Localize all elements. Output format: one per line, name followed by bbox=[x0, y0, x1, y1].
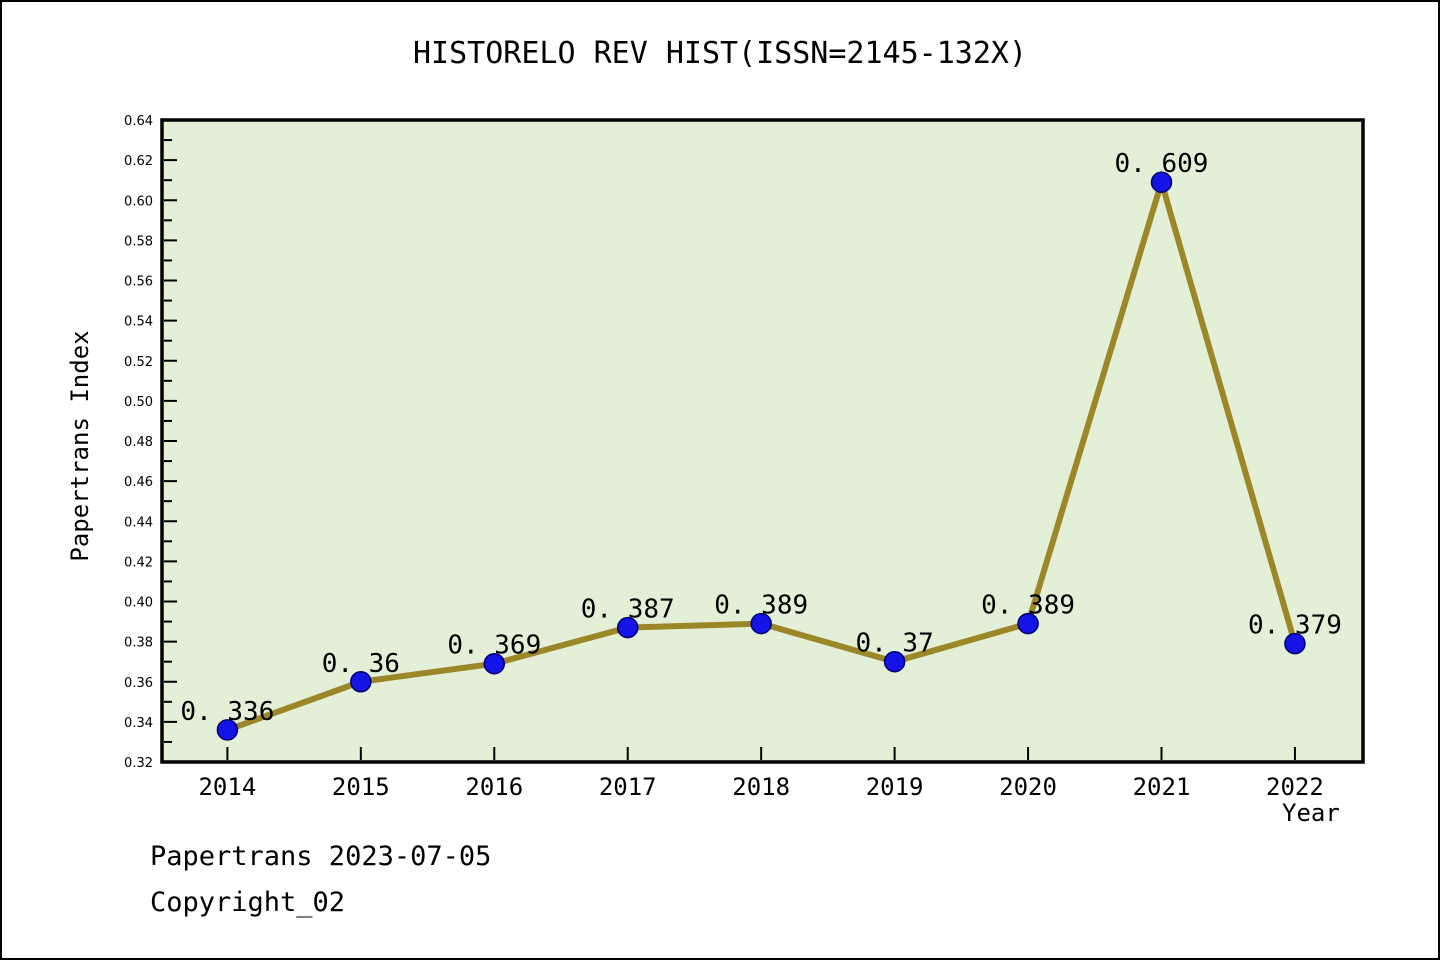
data-point-marker bbox=[350, 671, 372, 693]
x-tick-label: 2018 bbox=[732, 773, 790, 801]
data-point-marker bbox=[1284, 632, 1306, 655]
data-point-marker bbox=[216, 719, 239, 741]
data-point-label: 0. 389 bbox=[981, 591, 1075, 621]
x-tick-label: 2021 bbox=[1133, 773, 1191, 801]
x-tick-label: 2022 bbox=[1266, 773, 1324, 801]
y-tick-label: 0.60 bbox=[124, 194, 153, 209]
watermark-date: Papertrans 2023-07-05 bbox=[150, 841, 492, 872]
data-point-label: 0. 389 bbox=[714, 591, 808, 621]
data-point-marker bbox=[483, 652, 506, 675]
data-point-label: 0. 387 bbox=[581, 595, 675, 625]
data-point-marker bbox=[883, 650, 906, 673]
chart-title: HISTORELO REV HIST(ISSN=2145-132X) bbox=[412, 36, 1028, 71]
y-tick-label: 0.56 bbox=[124, 275, 153, 290]
data-point-label: 0. 336 bbox=[180, 697, 274, 727]
x-tick-label: 2014 bbox=[198, 773, 256, 801]
y-tick-label: 0.52 bbox=[124, 355, 153, 370]
y-tick-label: 0.46 bbox=[124, 475, 153, 490]
data-point-marker bbox=[1150, 171, 1173, 193]
y-tick-label: 0.32 bbox=[124, 756, 153, 771]
data-point-label: 0. 609 bbox=[1115, 149, 1209, 179]
data-point-marker bbox=[616, 616, 639, 639]
x-axis-label: Year bbox=[1282, 799, 1340, 827]
y-tick-label: 0.38 bbox=[124, 636, 153, 651]
data-point-label: 0. 369 bbox=[447, 631, 541, 661]
y-tick-label: 0.50 bbox=[124, 395, 153, 410]
data-point-label: 0. 36 bbox=[322, 649, 400, 679]
data-point-marker bbox=[1017, 612, 1039, 635]
y-tick-label: 0.42 bbox=[124, 555, 153, 570]
x-tick-label: 2015 bbox=[332, 773, 390, 801]
y-tick-label: 0.48 bbox=[124, 435, 153, 450]
y-axis-label: Papertrans Index bbox=[66, 330, 94, 562]
line-chart-canvas: 0.32 0.34 0.36 0.38 0.40 0.42 0.44 0.46 0.48 0.50… bbox=[124, 114, 1365, 801]
x-tick-label: 2019 bbox=[866, 773, 924, 801]
y-tick-label: 0.54 bbox=[124, 315, 153, 330]
data-point-label: 0. 379 bbox=[1248, 611, 1342, 641]
y-tick-label: 0.44 bbox=[124, 515, 153, 530]
y-tick-label: 0.64 bbox=[124, 114, 153, 129]
watermark-copyright: Copyright_02 bbox=[150, 887, 346, 918]
x-tick-label: 2020 bbox=[999, 773, 1057, 801]
data-point-marker bbox=[750, 612, 772, 635]
plot-area bbox=[160, 118, 1365, 764]
y-tick-label: 0.40 bbox=[124, 596, 153, 611]
y-tick-label: 0.34 bbox=[124, 716, 153, 731]
x-tick-label: 2016 bbox=[465, 773, 523, 801]
y-tick-label: 0.36 bbox=[124, 676, 153, 691]
data-point-label: 0. 37 bbox=[855, 629, 933, 659]
x-tick-label: 2017 bbox=[599, 773, 657, 801]
y-tick-label: 0.62 bbox=[124, 154, 153, 169]
y-tick-label: 0.58 bbox=[124, 234, 153, 249]
